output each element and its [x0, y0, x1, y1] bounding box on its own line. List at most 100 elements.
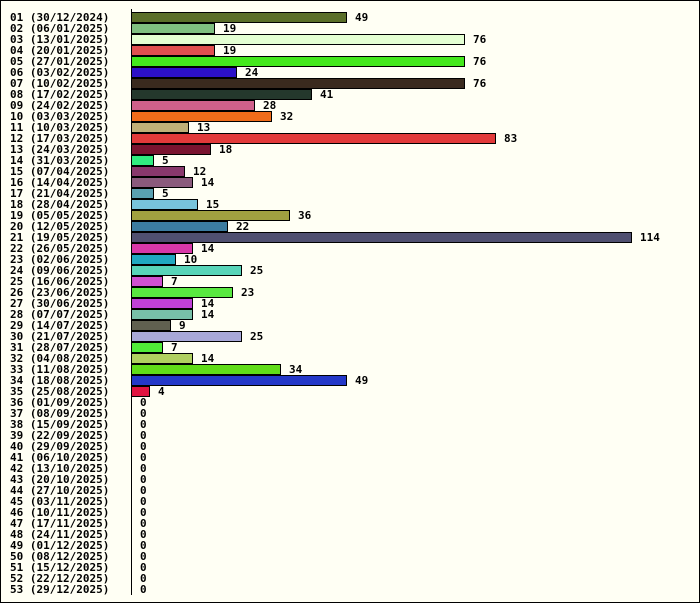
- category-label: 44 (27/10/2025): [10, 484, 109, 497]
- value-label: 24: [245, 66, 259, 79]
- bar: [131, 342, 163, 353]
- bar: [131, 298, 193, 309]
- category-label: 01 (30/12/2024): [10, 11, 109, 24]
- category-label: 46 (10/11/2025): [10, 506, 109, 519]
- value-label: 83: [504, 132, 517, 145]
- category-label: 15 (07/04/2025): [10, 165, 109, 178]
- bar: [131, 89, 312, 100]
- bar: [131, 199, 198, 210]
- value-label: 0: [140, 396, 147, 409]
- category-label: 37 (08/09/2025): [10, 407, 109, 420]
- category-label: 25 (16/06/2025): [10, 275, 109, 288]
- bar: [131, 78, 465, 89]
- bar: [131, 177, 193, 188]
- category-label: 39 (22/09/2025): [10, 429, 109, 442]
- value-label: 76: [473, 33, 487, 46]
- category-label: 34 (18/08/2025): [10, 374, 109, 387]
- bar: [131, 243, 193, 254]
- category-label: 38 (15/09/2025): [10, 418, 109, 431]
- value-label: 0: [140, 561, 147, 574]
- category-label: 40 (29/09/2025): [10, 440, 109, 453]
- value-label: 10: [184, 253, 197, 266]
- bar: [131, 34, 465, 45]
- value-label: 76: [473, 77, 487, 90]
- category-label: 16 (14/04/2025): [10, 176, 109, 189]
- value-label: 49: [355, 374, 368, 387]
- category-label: 52 (22/12/2025): [10, 572, 109, 585]
- value-label: 22: [236, 220, 249, 233]
- category-label: 09 (24/02/2025): [10, 99, 109, 112]
- category-label: 27 (30/06/2025): [10, 297, 109, 310]
- value-label: 14: [201, 308, 215, 321]
- value-label: 4: [158, 385, 165, 398]
- bar: [131, 309, 193, 320]
- bar: [131, 111, 272, 122]
- category-label: 36 (01/09/2025): [10, 396, 109, 409]
- value-label: 76: [473, 55, 487, 68]
- category-label: 31 (28/07/2025): [10, 341, 109, 354]
- value-label: 0: [140, 550, 147, 563]
- value-label: 18: [219, 143, 232, 156]
- category-label: 41 (06/10/2025): [10, 451, 109, 464]
- value-label: 5: [162, 187, 169, 200]
- value-label: 0: [140, 572, 147, 585]
- bars: [131, 12, 632, 397]
- value-label: 5: [162, 154, 169, 167]
- category-label: 20 (12/05/2025): [10, 220, 109, 233]
- category-label: 33 (11/08/2025): [10, 363, 109, 376]
- value-label: 41: [320, 88, 334, 101]
- value-label: 19: [223, 22, 236, 35]
- value-label: 28: [263, 99, 276, 112]
- category-label: 05 (27/01/2025): [10, 55, 109, 68]
- bar: [131, 67, 237, 78]
- category-label: 04 (20/01/2025): [10, 44, 109, 57]
- category-label: 13 (24/03/2025): [10, 143, 109, 156]
- category-label: 50 (08/12/2025): [10, 550, 109, 563]
- category-label: 51 (15/12/2025): [10, 561, 109, 574]
- category-label: 11 (10/03/2025): [10, 121, 109, 134]
- value-label: 0: [140, 473, 147, 486]
- category-label: 24 (09/06/2025): [10, 264, 109, 277]
- bar: [131, 375, 347, 386]
- category-label: 12 (17/03/2025): [10, 132, 109, 145]
- bar: [131, 56, 465, 67]
- value-label: 0: [140, 517, 147, 530]
- value-label: 0: [140, 407, 147, 420]
- category-label: 28 (07/07/2025): [10, 308, 109, 321]
- value-label: 9: [179, 319, 186, 332]
- value-label: 32: [280, 110, 293, 123]
- value-label: 0: [140, 451, 147, 464]
- category-label: 48 (24/11/2025): [10, 528, 109, 541]
- value-label: 7: [171, 341, 178, 354]
- category-label: 42 (13/10/2025): [10, 462, 109, 475]
- value-label: 13: [197, 121, 210, 134]
- bar: [131, 12, 347, 23]
- bar: [131, 221, 228, 232]
- category-labels: 01 (30/12/2024)02 (06/01/2025)03 (13/01/…: [10, 11, 109, 596]
- bar: [131, 122, 189, 133]
- category-label: 53 (29/12/2025): [10, 583, 109, 596]
- bar: [131, 320, 171, 331]
- category-label: 32 (04/08/2025): [10, 352, 109, 365]
- category-label: 17 (21/04/2025): [10, 187, 109, 200]
- bar: [131, 188, 154, 199]
- bar: [131, 133, 496, 144]
- value-label: 14: [201, 297, 215, 310]
- value-label: 0: [140, 583, 147, 596]
- category-label: 19 (05/05/2025): [10, 209, 109, 222]
- value-label: 7: [171, 275, 178, 288]
- category-label: 26 (23/06/2025): [10, 286, 109, 299]
- value-label: 25: [250, 264, 263, 277]
- value-label: 19: [223, 44, 236, 57]
- category-label: 02 (06/01/2025): [10, 22, 109, 35]
- value-label: 14: [201, 176, 215, 189]
- value-labels: 4919761976247641283213831851214515362211…: [140, 11, 660, 596]
- category-label: 23 (02/06/2025): [10, 253, 109, 266]
- bar: [131, 23, 215, 34]
- bar: [131, 45, 215, 56]
- bar: [131, 100, 255, 111]
- bar: [131, 331, 242, 342]
- value-label: 114: [640, 231, 660, 244]
- value-label: 14: [201, 242, 215, 255]
